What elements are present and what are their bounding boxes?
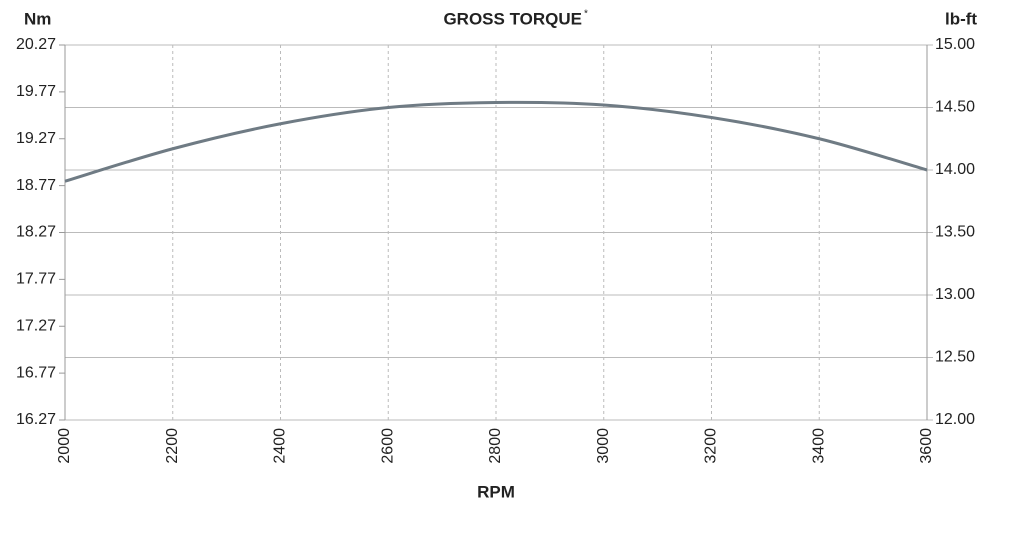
x-tick-label: 3000 (595, 428, 612, 464)
y-tick-label: 18.27 (16, 224, 56, 241)
y-tick-label: 17.27 (16, 317, 56, 334)
torque-line (64, 100, 928, 183)
y2-tick-label: 12.50 (935, 349, 975, 366)
chart-title: GROSS TORQUE (443, 9, 582, 28)
x-tick-label: 3600 (918, 428, 935, 464)
y-tick-label: 18.77 (16, 177, 56, 194)
y2-tick-label: 14.50 (935, 99, 975, 116)
x-tick-label: 2000 (56, 428, 73, 464)
x-tick-label: 3200 (703, 428, 720, 464)
x-tick-label: 2400 (272, 428, 289, 464)
y2-tick-label: 14.00 (935, 161, 975, 178)
x-tick-label: 2600 (379, 428, 396, 464)
x-tick-label: 3400 (810, 428, 827, 464)
x-axis-label: RPM (477, 482, 515, 501)
y-tick-label: 16.27 (16, 411, 56, 428)
y2-tick-label: 13.50 (935, 224, 975, 241)
y-tick-label: 16.77 (16, 364, 56, 381)
y-axis-label: Nm (24, 9, 51, 28)
y-tick-label: 19.77 (16, 83, 56, 100)
x-tick-label: 2200 (164, 428, 181, 464)
y2-tick-label: 12.00 (935, 411, 975, 428)
y-tick-label: 19.27 (16, 130, 56, 147)
y2-axis-label: lb-ft (945, 9, 977, 28)
y2-tick-label: 15.00 (935, 36, 975, 53)
y-tick-label: 20.27 (16, 36, 56, 53)
y2-tick-label: 13.00 (935, 286, 975, 303)
y-tick-label: 17.77 (16, 271, 56, 288)
title-mark: * (584, 9, 588, 20)
x-tick-label: 2800 (487, 428, 504, 464)
